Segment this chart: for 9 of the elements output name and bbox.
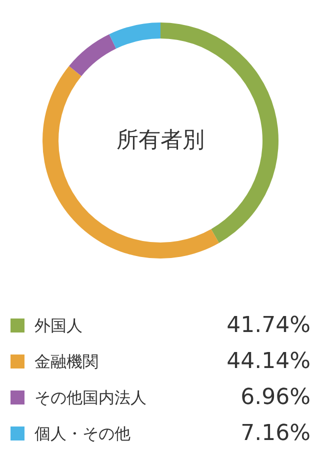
legend-label: その他国内法人 (34, 388, 146, 407)
legend-label: 外国人 (34, 316, 82, 335)
legend-label: 金融機関 (34, 352, 98, 371)
data-label: 6.96% (240, 385, 310, 410)
text: 所有者別 (116, 128, 204, 153)
data-label: 41.74% (226, 313, 311, 338)
legend-label: 個人・その他 (34, 424, 130, 443)
data-label: 7.16% (240, 421, 310, 446)
data-label: 44.14% (226, 349, 311, 374)
